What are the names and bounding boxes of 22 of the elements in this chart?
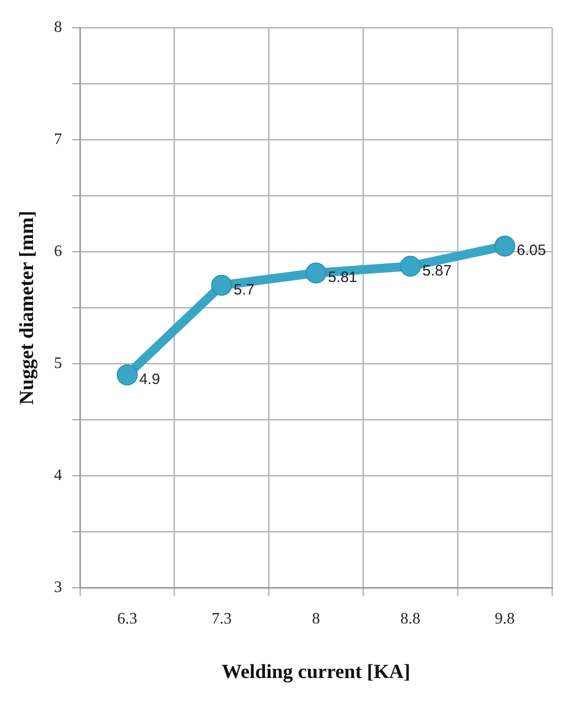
point <box>494 236 516 257</box>
y-tick-label: 8 <box>54 18 62 36</box>
point <box>211 274 232 296</box>
x-tick-label: 7.3 <box>212 610 232 628</box>
data-label: 6.05 <box>516 242 546 260</box>
data-label: 5.7 <box>234 281 254 298</box>
x-tick-label: 6.3 <box>117 610 138 628</box>
x-axis-title: Welding current [KA] <box>222 661 410 684</box>
y-tick-label: 7 <box>54 130 62 148</box>
point <box>400 256 421 277</box>
y-tick-label: 4 <box>54 466 62 484</box>
x-tick-label: 8.8 <box>400 610 420 628</box>
data-label: 4.9 <box>139 371 160 388</box>
x-tick-label: 8 <box>312 610 320 628</box>
y-axis-title: Nugget diameter [mm] <box>16 210 38 405</box>
y-tick-label: 5 <box>54 354 62 372</box>
y-tick-label: 3 <box>54 579 62 596</box>
x-tick-label: 9.8 <box>494 610 515 628</box>
point <box>306 262 326 284</box>
point <box>116 364 138 386</box>
y-tick-label: 6 <box>54 242 62 260</box>
data-label: 5.87 <box>422 262 452 280</box>
